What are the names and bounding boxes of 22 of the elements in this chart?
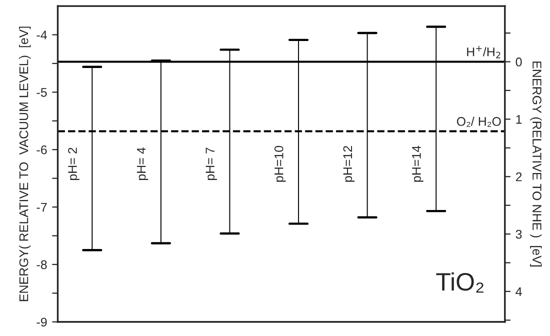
x-tick-label: pH=14 xyxy=(412,146,424,182)
y-tick-label: -9 xyxy=(36,318,47,327)
y-tick-label: -4 xyxy=(36,30,47,40)
x-tick-label: pH= 4 xyxy=(136,147,148,180)
x-tick-label: pH= 2 xyxy=(68,148,80,180)
y-tick-label: -7 xyxy=(36,202,47,212)
x-tick-label: pH= 7 xyxy=(206,148,217,180)
y2-tick-label: 2 xyxy=(516,172,522,182)
y-tick-label: -5 xyxy=(36,88,47,97)
y-tick-label: -6 xyxy=(36,145,47,154)
y2-axis-title: ENERGY (RELATIVE TO NHE ) [eV] xyxy=(530,62,542,266)
x-tick-label: pH=10 xyxy=(274,146,286,182)
y2-tick-label: 1 xyxy=(516,115,522,124)
x-tick-label: pH=12 xyxy=(343,146,355,182)
y-axis-title: ENERGY( RELATIVE TO VACUUM LEVEL) [eV] xyxy=(19,26,31,302)
y2-tick-label: 4 xyxy=(516,287,522,296)
y2-tick-label: 0 xyxy=(516,58,522,66)
annotation: TiO₂ xyxy=(436,272,484,293)
y-tick-label: -8 xyxy=(36,260,47,270)
ref-line-label: H$^{+}$/H$_{2}$ xyxy=(467,46,500,58)
ref-line-label: O₂/ H₂O xyxy=(456,116,501,127)
y2-tick-label: 3 xyxy=(516,230,522,239)
